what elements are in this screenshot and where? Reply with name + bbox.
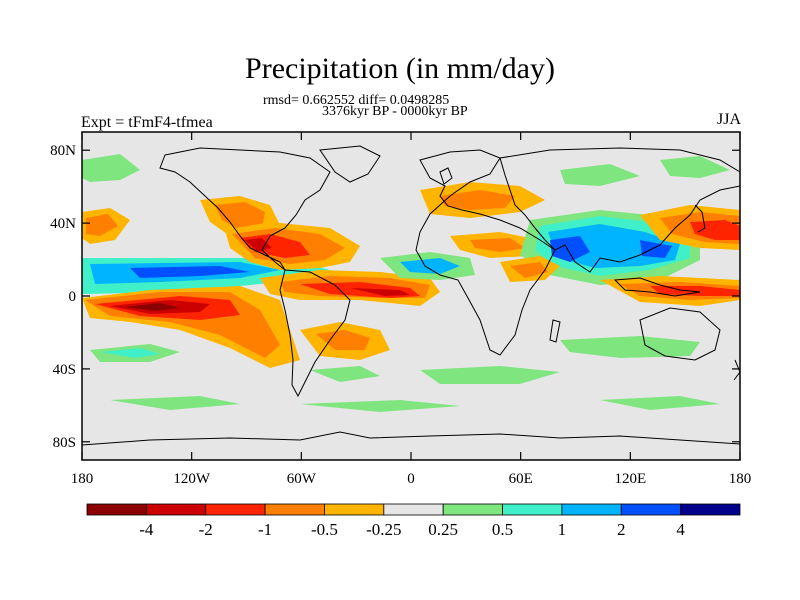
colorbar-swatch — [205, 503, 266, 516]
colorbar-swatch — [383, 503, 444, 516]
new-zealand-coast — [733, 359, 740, 381]
indian-ocean-positive-core — [550, 236, 590, 262]
colorbar-label: -2 — [199, 520, 213, 539]
colorbar-label: 2 — [617, 520, 626, 539]
lon-tick-label: 180 — [71, 471, 94, 487]
lat-tick-label: 0 — [69, 289, 77, 305]
colorbar-label: 4 — [676, 520, 685, 539]
south-pacific-negative-peak — [125, 303, 180, 311]
europe-africa-coast — [415, 149, 556, 356]
indonesia-coast — [613, 277, 701, 297]
season-label: JJA — [716, 111, 741, 128]
colorbar-label: -1 — [258, 520, 272, 539]
colorbar-swatch — [502, 503, 563, 516]
japan-coast — [694, 204, 706, 233]
colorbar-swatch — [145, 503, 207, 516]
lon-tick-label: 120E — [614, 471, 646, 487]
lon-tick-label: 120W — [173, 471, 211, 487]
asia-coast — [499, 147, 740, 273]
coastlines — [82, 145, 740, 446]
greenland-coast — [319, 145, 381, 183]
lat-tick-label: 80N — [50, 143, 76, 159]
colorbar-swatch — [442, 503, 503, 516]
colorbar-swatch — [680, 503, 741, 516]
north-america-coast — [159, 147, 331, 271]
antarctica-coast — [82, 431, 740, 446]
lon-tick-label: 180 — [729, 471, 752, 487]
stats-line: rmsd= 0.662552 diff= 0.0498285 — [263, 93, 450, 108]
colorbar-label: -0.25 — [366, 520, 401, 539]
lon-tick-label: 60W — [287, 471, 317, 487]
colorbar-swatch — [561, 503, 622, 516]
latitude-axis: 80N 40N 0 40S 80S — [50, 143, 740, 451]
pacific-itcz-positive-max — [130, 266, 250, 278]
colorbar-swatch — [264, 503, 325, 516]
colorbar-label: -4 — [139, 520, 154, 539]
page-title: Precipitation (in mm/day) — [245, 52, 555, 85]
anomaly-fields — [82, 154, 740, 412]
australia-coast — [639, 307, 721, 361]
longitude-axis: 180 120W 60W 0 60E 120E 180 — [71, 132, 752, 487]
lat-tick-label: 80S — [53, 435, 76, 451]
madagascar-coast — [549, 319, 561, 343]
colorbar-swatch — [86, 503, 147, 516]
period-line: 3376kyr BP - 0000kyr BP — [322, 104, 468, 119]
colorbar-label: 1 — [558, 520, 567, 539]
colorbar-swatch — [324, 503, 385, 516]
lat-tick-label: 40S — [53, 362, 76, 378]
colorbar-swatch — [620, 503, 682, 516]
lat-tick-label: 40N — [50, 216, 76, 232]
experiment-label: Expt = tFmF4-tfmea — [81, 114, 213, 131]
lon-tick-label: 0 — [407, 471, 415, 487]
colorbar: -4 -2 -1 -0.5 -0.25 0.25 0.5 1 2 4 — [86, 503, 741, 539]
south-america-coast — [279, 269, 351, 398]
colorbar-label: -0.5 — [311, 520, 338, 539]
british-isles-coast — [439, 167, 453, 185]
lon-tick-label: 60E — [509, 471, 533, 487]
colorbar-label: 0.25 — [428, 520, 458, 539]
colorbar-label: 0.5 — [492, 520, 513, 539]
